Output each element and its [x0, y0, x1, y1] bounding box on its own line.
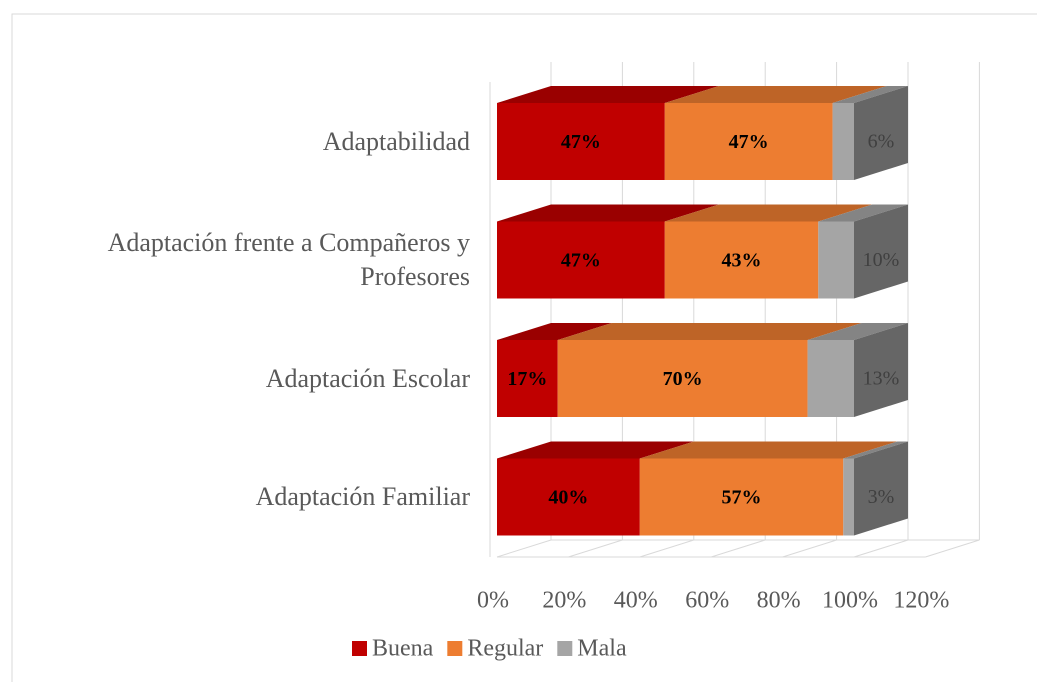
bar-side	[854, 441, 908, 536]
bar-side	[854, 323, 908, 417]
x-tick-label: 100%	[822, 588, 878, 614]
bar-top	[843, 441, 908, 459]
data-label: 57%	[722, 487, 762, 509]
y-tick-label: Adaptación Familiar	[255, 482, 470, 511]
floor-line	[925, 539, 980, 558]
data-label: 70%	[663, 368, 703, 390]
bar-top	[664, 204, 873, 222]
data-label: 47%	[561, 131, 601, 153]
bar-top	[557, 323, 862, 340]
data-label: 17%	[507, 368, 547, 390]
bar-top	[497, 204, 719, 222]
x-tick-label: 120%	[893, 588, 949, 614]
floor-line	[711, 539, 766, 558]
data-label: 47%	[729, 131, 769, 153]
floor-line	[782, 539, 837, 558]
legend-swatch	[557, 641, 573, 656]
bar-side	[854, 86, 908, 180]
data-label: 43%	[722, 250, 762, 272]
data-label: 6%	[868, 131, 895, 153]
bar-top	[497, 86, 719, 103]
x-tick-label: 40%	[614, 588, 658, 614]
floor-line	[639, 539, 694, 558]
bar-top	[497, 323, 612, 340]
bar	[497, 340, 558, 417]
bar-top	[639, 441, 898, 459]
bar	[497, 221, 665, 299]
bar-side	[854, 204, 908, 299]
chart-border	[11, 13, 1037, 682]
bar-top	[818, 204, 908, 222]
floor-line	[568, 539, 623, 558]
bar-top	[664, 86, 887, 103]
y-tick-label: Adaptación Escolar	[265, 363, 470, 393]
bar	[639, 458, 844, 536]
legend-label: Mala	[577, 636, 627, 662]
data-label: 3%	[868, 486, 895, 508]
data-label: 40%	[548, 487, 588, 509]
bar	[832, 103, 854, 180]
bar-top	[497, 441, 694, 459]
data-label: 47%	[561, 250, 601, 272]
bar	[664, 103, 833, 180]
data-label: 10%	[863, 249, 900, 271]
legend-label: Regular	[467, 636, 543, 662]
floor-line	[496, 539, 552, 558]
x-tick-label: 0%	[477, 588, 509, 614]
legend-label: Buena	[372, 636, 434, 662]
y-tick-label: Adaptación frente a Compañeros y Profeso…	[107, 228, 470, 291]
bar	[843, 458, 854, 536]
bar	[664, 221, 819, 299]
bar	[807, 340, 854, 417]
x-tick-label: 80%	[757, 588, 801, 614]
floor-line	[853, 539, 909, 558]
legend-swatch	[447, 641, 463, 656]
data-label: 13%	[863, 368, 900, 390]
y-tick-label: Adaptabilidad	[322, 126, 470, 156]
x-tick-label: 20%	[542, 588, 586, 614]
legend-swatch	[352, 641, 367, 656]
bar	[818, 221, 854, 299]
bar-top	[807, 323, 908, 340]
bar	[557, 340, 808, 417]
bar	[497, 103, 665, 180]
bar	[497, 458, 640, 536]
x-tick-label: 60%	[685, 588, 729, 614]
bar-top	[832, 86, 908, 103]
